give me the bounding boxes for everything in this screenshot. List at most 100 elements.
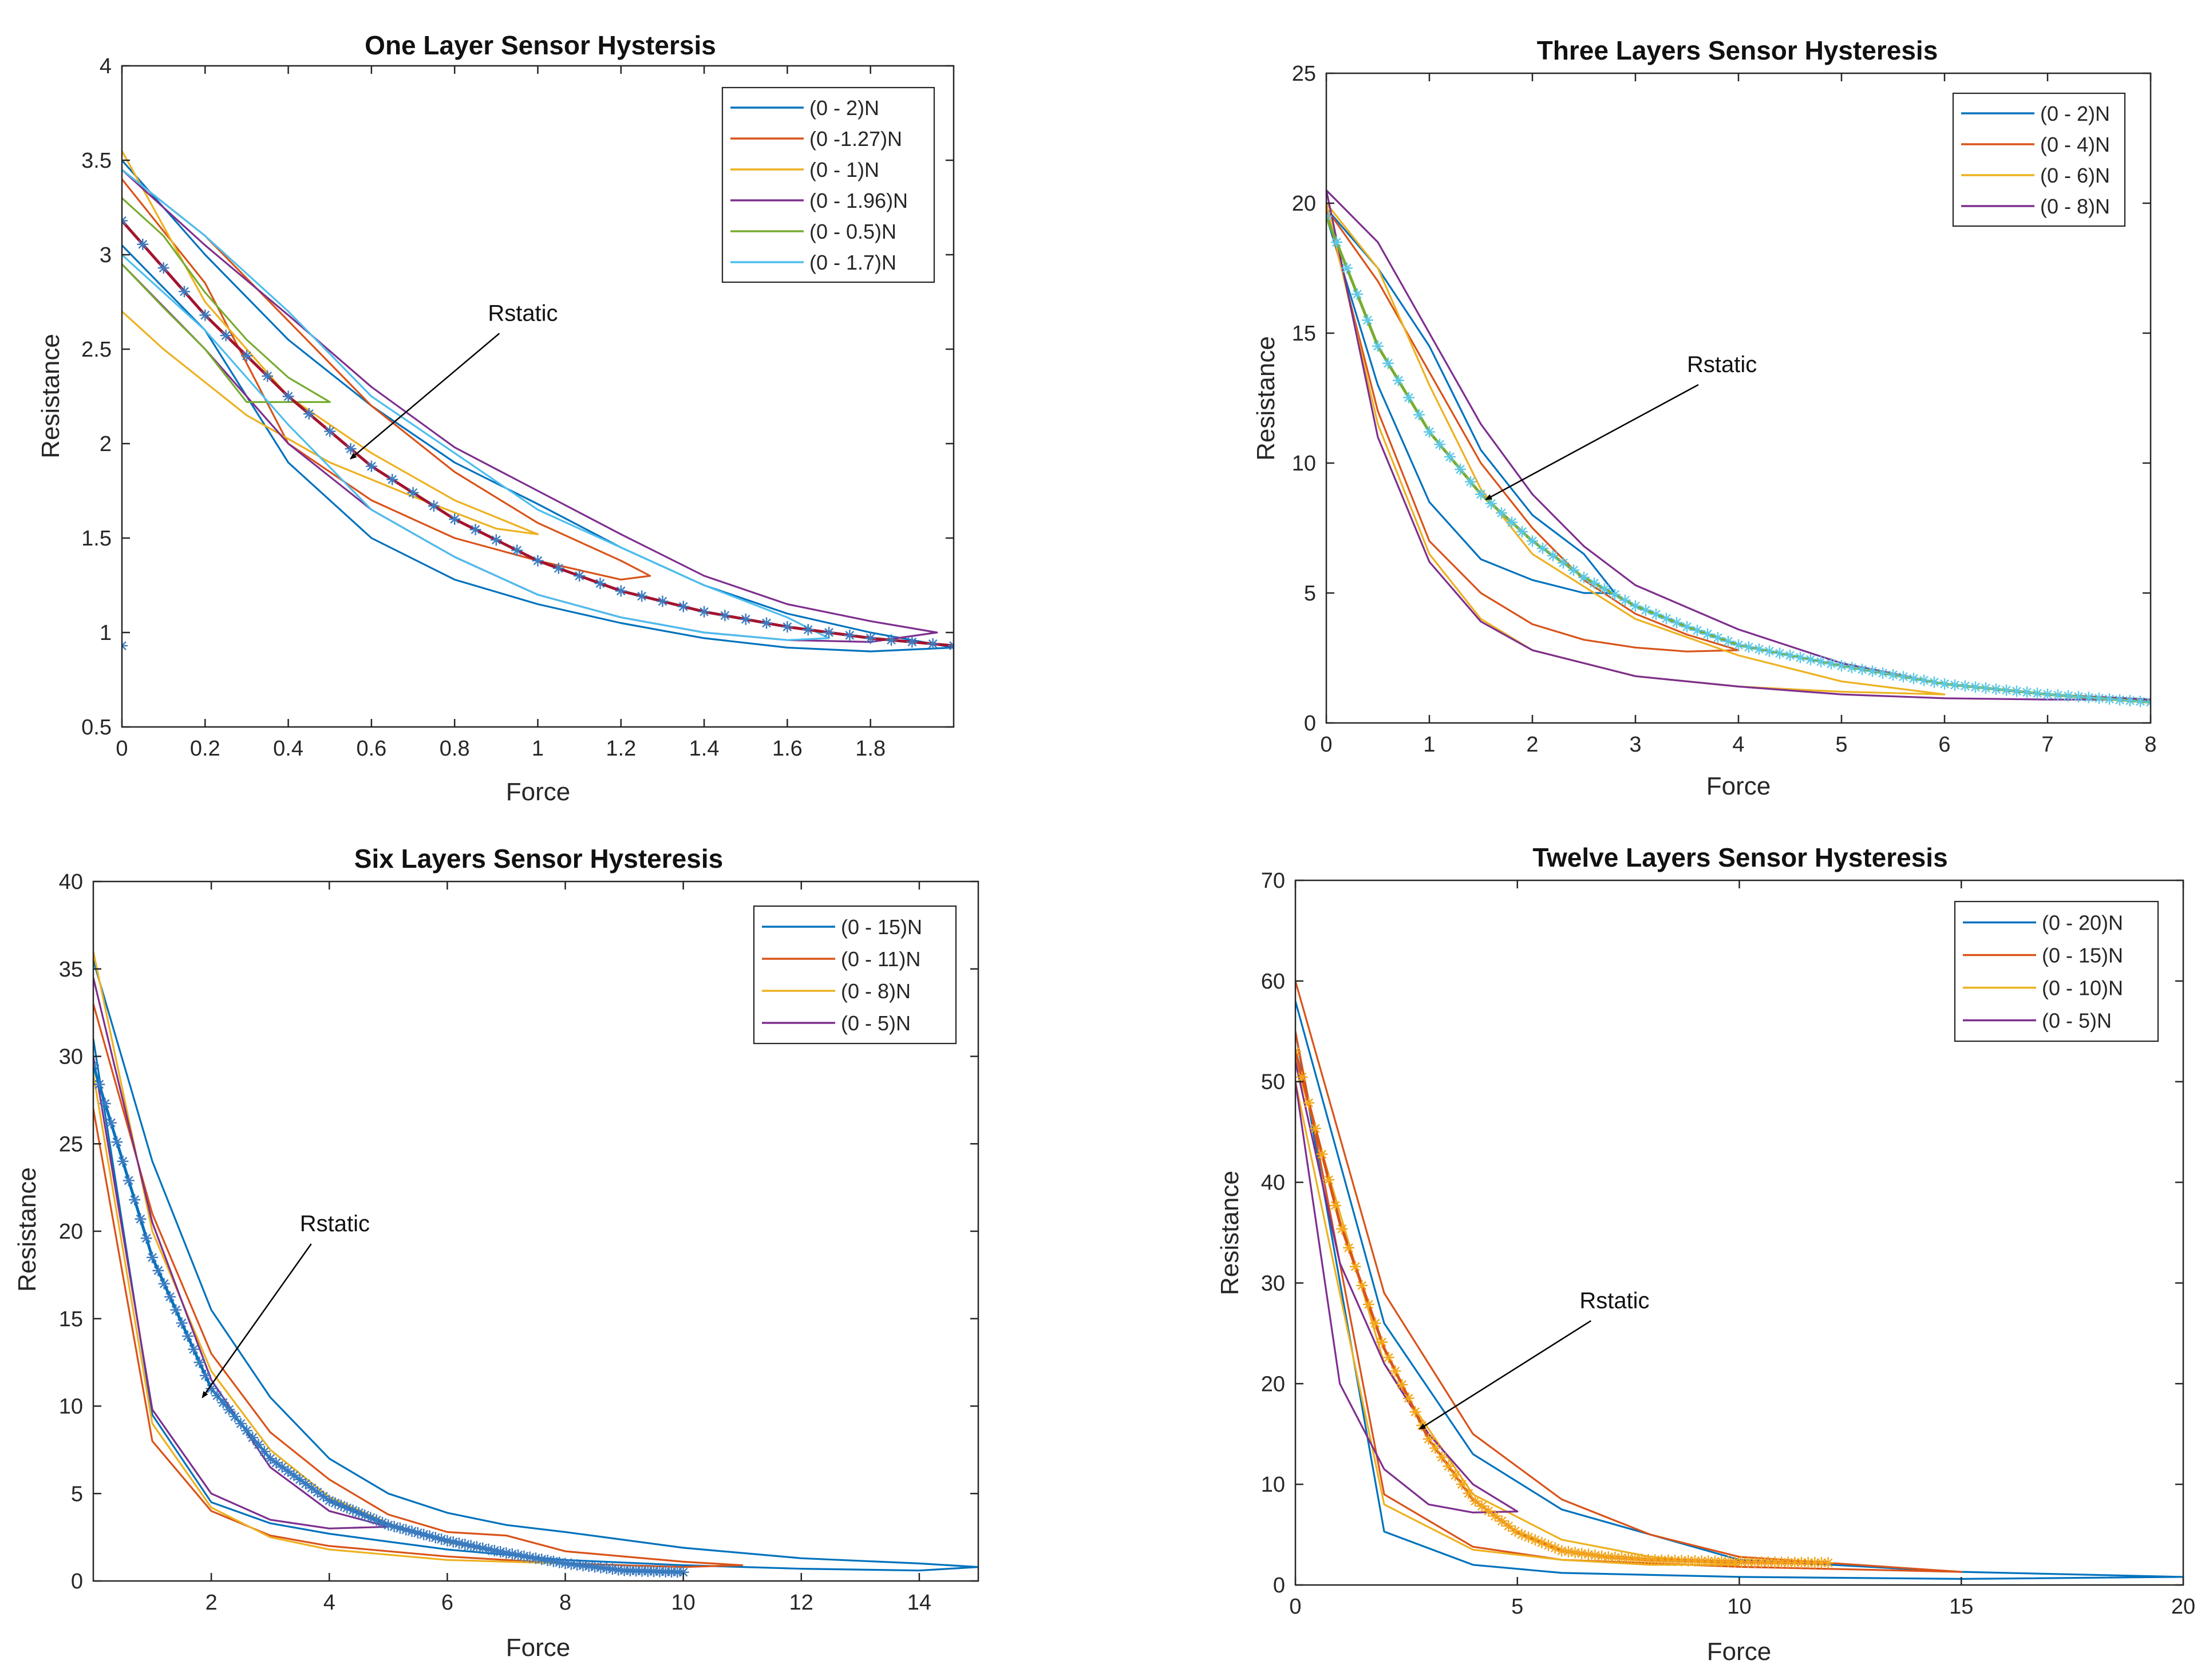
legend: (0 - 2)N (0 -1.27)N (0 - 1)N (0 - 1.96)N (0 … bbox=[721, 86, 935, 283]
y-tick-label: 3 bbox=[100, 243, 112, 267]
rstatic-annotation: Rstatic bbox=[350, 301, 558, 460]
series-line-1 bbox=[93, 960, 978, 1572]
y-tick-label: 5 bbox=[1304, 582, 1316, 606]
panel-six-layers: Six Layers Sensor Hysteresis 2 4 6 8 10 12 14 0… bbox=[13, 844, 979, 1662]
rstatic-marker bbox=[1846, 662, 1858, 674]
rstatic-marker bbox=[1436, 1451, 1448, 1463]
rstatic-marker bbox=[630, 1565, 642, 1577]
rstatic-marker bbox=[1980, 682, 1991, 694]
rstatic-marker bbox=[1970, 681, 1981, 693]
rstatic-marker bbox=[407, 487, 419, 499]
rstatic-marker bbox=[1389, 1365, 1401, 1377]
y-tick-label: 10 bbox=[1292, 452, 1316, 476]
rstatic-marker bbox=[577, 1560, 589, 1572]
rstatic-marker bbox=[530, 1552, 542, 1564]
rstatic-marker bbox=[1602, 1551, 1614, 1563]
rstatic-marker bbox=[1682, 1555, 1694, 1567]
y-tick-label: 70 bbox=[1261, 869, 1285, 893]
y-tick-label: 2 bbox=[100, 432, 112, 456]
series-line-5 bbox=[122, 197, 331, 403]
rstatic-marker bbox=[1413, 409, 1425, 421]
rstatic-marker bbox=[252, 1438, 264, 1450]
rstatic-marker bbox=[147, 1251, 159, 1263]
rstatic-marker bbox=[465, 1540, 477, 1552]
rstatic-marker bbox=[1349, 1260, 1361, 1272]
rstatic-marker bbox=[262, 370, 274, 382]
rstatic-marker bbox=[532, 555, 544, 567]
x-tick-label: 0 bbox=[1289, 1595, 1301, 1619]
rstatic-marker bbox=[659, 1566, 671, 1578]
rstatic-marker bbox=[1629, 1553, 1641, 1565]
rstatic-marker bbox=[719, 610, 731, 622]
rstatic-marker bbox=[488, 1544, 500, 1556]
rstatic-marker bbox=[1867, 665, 1878, 677]
annotation-text: Rstatic bbox=[1579, 1288, 1649, 1313]
rstatic-marker bbox=[394, 1522, 406, 1534]
legend-box bbox=[1952, 92, 2126, 227]
rstatic-marker bbox=[1689, 1555, 1701, 1567]
rstatic-marker bbox=[1323, 1174, 1335, 1186]
rstatic-marker bbox=[1898, 671, 1909, 683]
rstatic-marker bbox=[666, 1566, 678, 1578]
y-tick-label: 20 bbox=[1261, 1372, 1285, 1396]
rstatic-marker bbox=[1709, 1555, 1721, 1567]
rstatic-marker bbox=[1729, 1556, 1741, 1568]
series-group bbox=[1295, 981, 2183, 1580]
y-tick-label: 30 bbox=[59, 1045, 83, 1069]
rstatic-marker bbox=[382, 1519, 394, 1531]
legend-entry: (0 - 5)N bbox=[841, 1011, 911, 1035]
legend: (0 - 15)N (0 - 11)N (0 - 8)N (0 - 5)N bbox=[753, 905, 957, 1045]
rstatic-marker bbox=[512, 1549, 524, 1561]
rstatic-marker bbox=[1649, 1554, 1661, 1566]
rstatic-marker bbox=[453, 1537, 465, 1549]
chart-title: Twelve Layers Sensor Hysteresis bbox=[1532, 843, 1947, 872]
rstatic-marker bbox=[1449, 1469, 1461, 1481]
series-line-2 bbox=[122, 169, 651, 581]
x-tick-label: 7 bbox=[2041, 733, 2053, 757]
rstatic-markers bbox=[1295, 1045, 1834, 1569]
x-tick-label: 1 bbox=[1423, 733, 1435, 757]
rstatic-marker bbox=[282, 390, 294, 402]
rstatic-marker bbox=[1469, 1495, 1481, 1507]
rstatic-marker bbox=[270, 1457, 282, 1469]
rstatic-marker bbox=[1376, 1336, 1388, 1348]
legend-entry: (0 - 2)N bbox=[2040, 102, 2110, 125]
axis-ticks: 0 5 10 15 20 0 10 20 30 40 50 60 70 bbox=[1261, 869, 2195, 1619]
rstatic-marker bbox=[554, 1556, 566, 1568]
y-tick-label: 25 bbox=[59, 1132, 83, 1156]
rstatic-marker bbox=[1836, 660, 1847, 672]
series-line-2 bbox=[1295, 981, 1962, 1573]
rstatic-marker bbox=[388, 1520, 400, 1532]
y-axis-label: Resistance bbox=[37, 334, 65, 458]
rstatic-marker bbox=[111, 1136, 123, 1148]
rstatic-marker bbox=[471, 1541, 483, 1553]
rstatic-marker bbox=[2042, 689, 2053, 701]
rstatic-marker bbox=[2124, 694, 2136, 706]
rstatic-marker bbox=[495, 1545, 507, 1558]
rstatic-marker bbox=[1669, 1555, 1681, 1566]
series-line-1 bbox=[122, 159, 954, 653]
rstatic-marker bbox=[1609, 588, 1621, 600]
rstatic-marker bbox=[1503, 1520, 1515, 1532]
rstatic-marker bbox=[1549, 1542, 1561, 1554]
rstatic-marker bbox=[698, 606, 710, 618]
rstatic-annotation: Rstatic bbox=[1485, 352, 1757, 500]
y-tick-label: 4 bbox=[100, 54, 112, 78]
rstatic-marker bbox=[1959, 680, 1971, 692]
rstatic-marker bbox=[1856, 663, 1868, 675]
rstatic-marker bbox=[157, 262, 169, 274]
annotation-arrow bbox=[1485, 384, 1699, 500]
rstatic-marker bbox=[1784, 649, 1796, 661]
y-tick-label: 20 bbox=[59, 1220, 83, 1244]
legend-entry: (0 - 0.5)N bbox=[809, 220, 896, 243]
x-tick-label: 4 bbox=[1732, 733, 1744, 757]
rstatic-marker bbox=[1642, 1553, 1654, 1566]
y-tick-label: 5 bbox=[71, 1482, 83, 1506]
rstatic-marker bbox=[1372, 340, 1384, 352]
rstatic-marker bbox=[1742, 1556, 1754, 1568]
rstatic-marker bbox=[612, 1564, 625, 1576]
rstatic-marker bbox=[1443, 1460, 1455, 1472]
series-group bbox=[122, 150, 954, 653]
rstatic-marker bbox=[2114, 694, 2125, 706]
rstatic-marker bbox=[657, 595, 669, 607]
